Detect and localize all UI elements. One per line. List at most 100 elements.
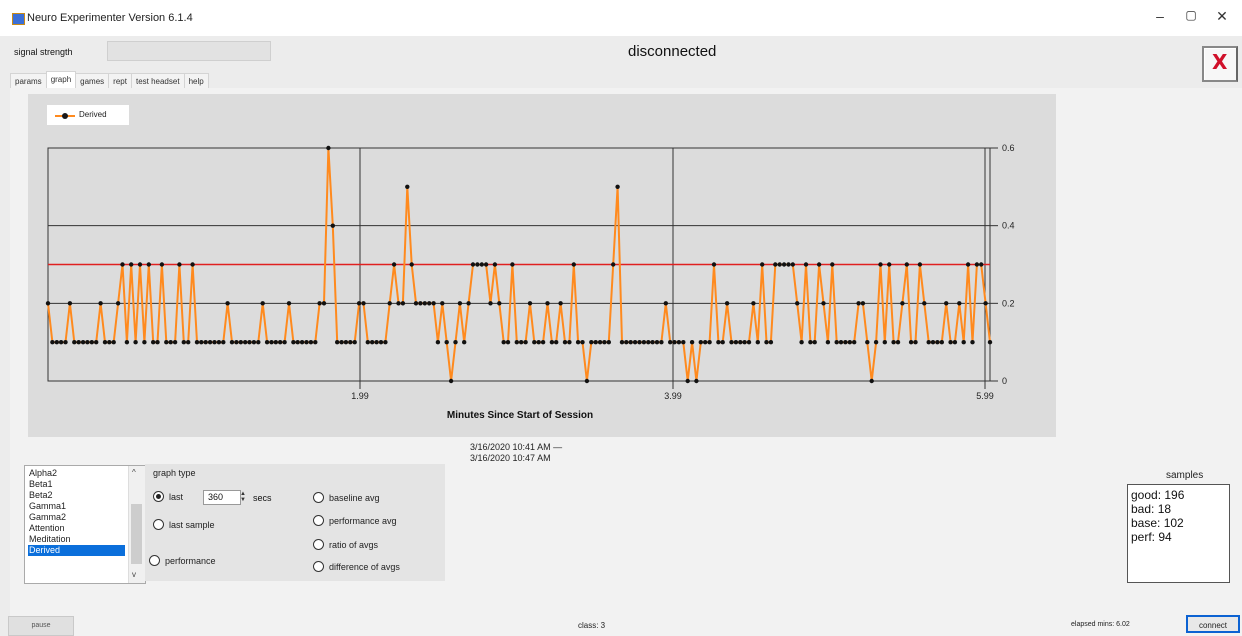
- data-point: [527, 301, 533, 306]
- signal-item-beta1[interactable]: Beta1: [29, 479, 53, 489]
- data-point: [212, 340, 217, 345]
- data-point: [54, 340, 59, 345]
- signal-item-gamma2[interactable]: Gamma2: [29, 512, 67, 522]
- data-point: [448, 378, 454, 384]
- connect-button[interactable]: connect: [1186, 615, 1240, 633]
- data-point: [190, 262, 195, 267]
- data-point: [786, 262, 791, 267]
- data-point: [724, 301, 730, 306]
- data-point: [882, 340, 887, 345]
- pause-button[interactable]: pause: [8, 616, 74, 636]
- radio-ratio-label: ratio of avgs: [329, 539, 379, 550]
- close-icon: X: [1212, 50, 1228, 74]
- data-point: [260, 301, 265, 306]
- data-point: [838, 340, 844, 345]
- tab-help[interactable]: help: [183, 73, 209, 89]
- data-point: [843, 340, 848, 345]
- y-tick-label: 0: [1002, 376, 1007, 386]
- data-point: [133, 340, 138, 345]
- graph-type-group: graph type last 360 ▲ ▼ secs last sample …: [145, 464, 445, 581]
- data-point: [405, 184, 410, 189]
- data-point: [711, 262, 717, 267]
- data-point: [330, 223, 335, 228]
- radio-performance-avg[interactable]: performance avg: [313, 515, 397, 526]
- data-point: [335, 340, 340, 345]
- data-point: [317, 301, 322, 306]
- data-point: [777, 262, 782, 267]
- data-point: [120, 262, 125, 267]
- scroll-thumb[interactable]: [131, 504, 142, 564]
- data-point: [672, 340, 677, 345]
- data-point: [540, 340, 546, 345]
- seconds-stepper[interactable]: ▲ ▼: [240, 491, 246, 503]
- scroll-down-icon[interactable]: v: [132, 570, 136, 579]
- scroll-up-icon[interactable]: ^: [132, 468, 136, 477]
- radio-ratio-of-avgs[interactable]: ratio of avgs: [313, 539, 378, 550]
- data-point: [887, 262, 892, 267]
- signal-item-gamma1[interactable]: Gamma1: [29, 501, 67, 511]
- legend-label: Derived: [79, 110, 107, 119]
- maximize-icon[interactable]: ▢: [1185, 8, 1197, 22]
- radio-last[interactable]: last: [153, 491, 183, 502]
- radio-difference-label: difference of avgs: [329, 561, 400, 572]
- data-point: [365, 340, 370, 345]
- signal-listbox[interactable]: Alpha2 Beta1 Beta2 Gamma1 Gamma2 Attenti…: [24, 465, 146, 584]
- data-point: [904, 262, 909, 267]
- data-point: [768, 340, 774, 345]
- data-point: [952, 340, 958, 345]
- data-point: [926, 340, 931, 345]
- signal-item-meditation[interactable]: Meditation: [29, 534, 71, 544]
- data-point: [431, 301, 436, 306]
- data-point: [299, 340, 305, 345]
- seconds-input[interactable]: 360: [203, 490, 241, 505]
- data-point: [650, 340, 655, 345]
- data-point: [115, 301, 121, 306]
- radio-baseline-avg[interactable]: baseline avg: [313, 492, 380, 503]
- close-window-icon[interactable]: ✕: [1216, 8, 1228, 24]
- listbox-scrollbar[interactable]: ^ v: [128, 466, 145, 583]
- data-point: [370, 340, 375, 345]
- data-point: [234, 340, 239, 345]
- data-point: [790, 262, 795, 267]
- signal-item-beta2[interactable]: Beta2: [29, 490, 53, 500]
- data-point: [589, 340, 594, 345]
- radio-difference-of-avgs[interactable]: difference of avgs: [313, 561, 400, 572]
- data-point: [554, 340, 559, 345]
- radio-baseline-avg-label: baseline avg: [329, 492, 380, 503]
- radio-circle: [153, 519, 164, 530]
- data-point: [746, 340, 752, 345]
- data-point: [483, 262, 489, 267]
- data-point: [72, 340, 77, 345]
- signal-item-attention[interactable]: Attention: [29, 523, 65, 533]
- data-point: [85, 340, 90, 345]
- tab-bar: params graph games rept test headset hel…: [10, 71, 209, 89]
- radio-last-sample[interactable]: last sample: [153, 519, 215, 530]
- exit-button[interactable]: X: [1202, 46, 1238, 82]
- data-point: [957, 301, 962, 306]
- data-point: [852, 340, 857, 345]
- data-point: [619, 340, 625, 345]
- data-point: [668, 340, 673, 345]
- data-point: [497, 301, 502, 306]
- data-point: [908, 340, 914, 345]
- data-point: [659, 340, 664, 345]
- data-point: [729, 340, 734, 345]
- data-point: [413, 301, 419, 306]
- data-point: [860, 301, 866, 306]
- radio-performance[interactable]: performance: [149, 555, 216, 566]
- data-point: [681, 340, 686, 345]
- signal-item-alpha2[interactable]: Alpha2: [29, 468, 58, 478]
- data-point: [155, 340, 160, 345]
- data-point: [562, 340, 568, 345]
- data-point: [847, 340, 852, 345]
- minimize-icon[interactable]: –: [1156, 8, 1164, 24]
- data-point: [199, 340, 204, 345]
- data-point: [611, 262, 616, 267]
- data-point: [646, 340, 651, 345]
- signal-item-derived[interactable]: Derived: [28, 545, 125, 556]
- data-point: [321, 301, 327, 306]
- data-point: [203, 340, 208, 345]
- data-point: [891, 340, 896, 345]
- data-point: [172, 340, 178, 345]
- data-point: [177, 262, 182, 267]
